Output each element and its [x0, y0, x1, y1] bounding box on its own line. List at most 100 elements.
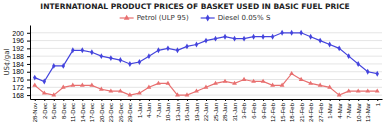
- legend-item: Diesel 0.05% S: [201, 14, 271, 22]
- tick: 23-Dec: [108, 99, 114, 122]
- tick-mark: [63, 99, 64, 101]
- tick-label: 25-Jan: [213, 103, 219, 121]
- point: [261, 34, 264, 40]
- tick-label: 172: [12, 84, 24, 91]
- tick: 4-Jan: [146, 99, 152, 118]
- tick-label: 200: [12, 30, 24, 37]
- tick: 10-Jan: [165, 99, 171, 121]
- tick-mark: [273, 99, 274, 101]
- point: [204, 38, 207, 44]
- tick-mark: [158, 99, 159, 101]
- tick-mark: [235, 99, 236, 101]
- point: [185, 92, 190, 96]
- tick-mark: [27, 87, 30, 88]
- tick-label: 7-Jan: [156, 103, 162, 118]
- tick: 11-Dec: [70, 99, 76, 122]
- tick-mark: [44, 99, 45, 101]
- axis-domain: [30, 26, 31, 100]
- point: [33, 75, 36, 81]
- tick-label: 5-Dec: [51, 103, 57, 119]
- legend-label: Petrol (ULP 95): [137, 14, 189, 22]
- tick-label: 23-Dec: [108, 103, 114, 122]
- point: [166, 81, 171, 85]
- tick: 7-Mar: [346, 99, 352, 119]
- tick: 172: [12, 84, 30, 91]
- point: [204, 85, 209, 89]
- point: [99, 86, 104, 90]
- tick: 6-Feb: [251, 99, 257, 119]
- tick-mark: [282, 99, 283, 101]
- tick-label: 27-Feb: [318, 102, 324, 122]
- point: [308, 81, 313, 85]
- tick-label: 11-Dec: [70, 103, 76, 122]
- tick-mark: [111, 99, 112, 101]
- point: [108, 88, 113, 92]
- point: [147, 85, 152, 89]
- point: [128, 61, 131, 67]
- tick: 15-Feb: [280, 99, 286, 122]
- tick: 17-Dec: [89, 99, 95, 122]
- title: INTERNATIONAL PRODUCT PRICES OF BASKET U…: [40, 2, 349, 11]
- tick-label: 6-Feb: [251, 102, 257, 118]
- grid-line: [30, 63, 382, 64]
- point: [175, 92, 180, 96]
- tick-label: 2-Dec: [42, 103, 48, 119]
- tick-mark: [339, 99, 340, 101]
- tick-label: 21-Feb: [299, 102, 305, 122]
- point: [70, 83, 75, 87]
- point: [280, 30, 283, 36]
- tick-label: 10-Mar: [356, 103, 362, 122]
- tick: 22-Jan: [203, 99, 209, 121]
- tick-label: 4-Jan: [146, 103, 152, 118]
- point: [365, 88, 370, 92]
- point: [290, 30, 293, 36]
- y-axis: 168172176180184188192196200: [12, 26, 30, 100]
- tick-mark: [120, 99, 121, 101]
- tick: 168: [12, 92, 30, 99]
- legend-marker: [206, 15, 210, 22]
- point: [346, 88, 351, 92]
- tick-mark: [349, 99, 350, 101]
- tick-label: 9-Feb: [261, 102, 267, 118]
- tick-label: 20-Dec: [99, 103, 105, 122]
- series: [33, 30, 379, 85]
- point: [299, 30, 302, 36]
- tick: 4-Mar: [337, 99, 343, 119]
- tick: 31-Jan: [232, 99, 238, 121]
- tick: 12-Feb: [270, 99, 276, 122]
- point: [32, 83, 37, 87]
- tick: 200: [12, 30, 30, 37]
- tick: 196: [12, 37, 30, 44]
- tick-label: 28-Nov: [32, 103, 38, 122]
- chart: INTERNATIONAL PRODUCT PRICES OF BASKET U…: [0, 0, 390, 129]
- tick-mark: [27, 48, 30, 49]
- point: [233, 36, 236, 42]
- line: [35, 33, 377, 82]
- tick-label: 28-Jan: [222, 103, 228, 121]
- tick-mark: [320, 99, 321, 101]
- tick-label: 10-Jan: [165, 103, 171, 121]
- tick-mark: [35, 99, 36, 101]
- tick-label: 192: [12, 45, 24, 52]
- point: [61, 85, 66, 89]
- point: [223, 79, 228, 83]
- tick-label: 13-Mar: [365, 103, 371, 122]
- tick-label: 188: [12, 53, 24, 60]
- tick: 24-Feb: [308, 99, 314, 122]
- tick-mark: [301, 99, 302, 101]
- tick-mark: [101, 99, 102, 101]
- grid-line: [30, 95, 382, 96]
- tick-label: 12-Feb: [270, 102, 276, 122]
- tick: 28-Nov: [32, 99, 38, 122]
- tick-label: 19-Jan: [194, 103, 200, 121]
- point: [52, 63, 55, 69]
- point: [118, 88, 123, 92]
- point: [80, 83, 85, 87]
- tick-mark: [216, 99, 217, 101]
- tick-mark: [330, 99, 331, 101]
- tick-label: 13-Jan: [175, 103, 181, 121]
- tick-label: 7-Mar: [346, 103, 352, 119]
- legend-label: Diesel 0.05% S: [218, 14, 271, 22]
- point: [109, 55, 112, 61]
- tick: 8-Dec: [61, 99, 67, 119]
